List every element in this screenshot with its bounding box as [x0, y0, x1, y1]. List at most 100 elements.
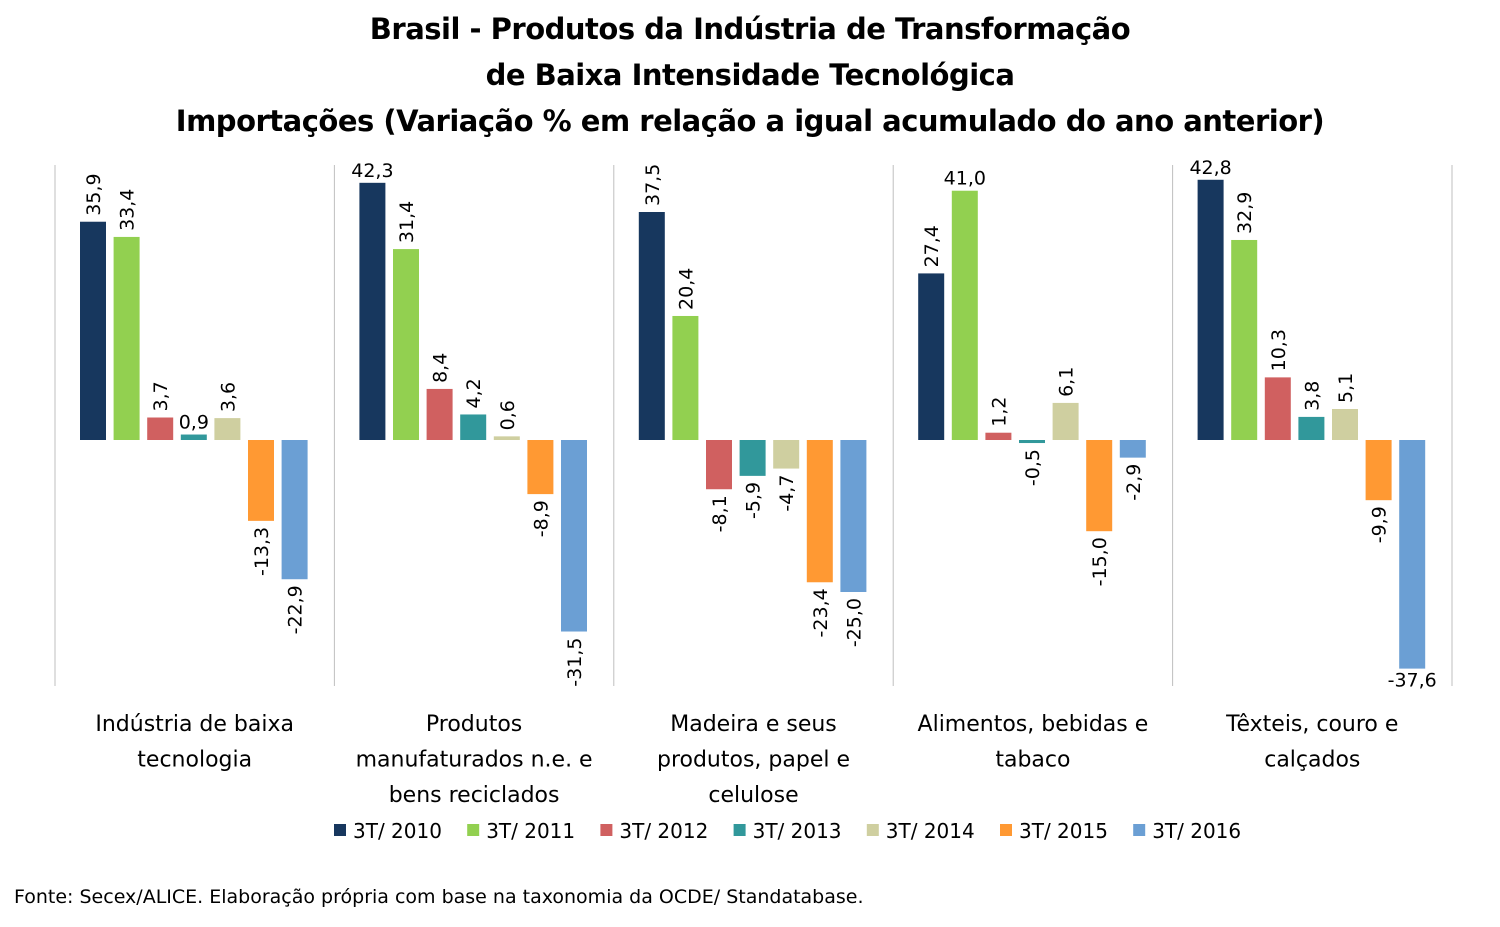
category-label: bens reciclados: [389, 783, 560, 808]
bar-1-5: [1197, 179, 1224, 440]
data-label: 4,2: [463, 378, 485, 408]
data-label: 32,9: [1234, 192, 1256, 234]
data-label: -22,9: [285, 585, 307, 634]
data-label: -5,9: [743, 482, 765, 519]
bar-1-2: [359, 182, 386, 441]
bar-5-1: [214, 418, 241, 440]
data-label: 42,3: [351, 160, 393, 182]
data-label: 33,4: [117, 189, 139, 231]
data-label: -15,0: [1089, 537, 1111, 586]
chart-title-line-1: Brasil - Produtos da Indústria de Transf…: [369, 12, 1131, 46]
bar-4-1: [180, 434, 207, 440]
bar-3-3: [706, 440, 732, 490]
data-label: -13,3: [251, 527, 273, 576]
legend-swatch: [600, 824, 613, 836]
data-label: -2,9: [1123, 464, 1145, 501]
data-label: 5,1: [1335, 373, 1357, 403]
bar-2-5: [1231, 239, 1258, 440]
chart-title-line-2: de Baixa Intensidade Tecnológica: [485, 58, 1015, 92]
bar-6-1: [248, 440, 274, 521]
category-label: celulose: [708, 783, 798, 808]
data-label: 37,5: [642, 164, 664, 206]
bar-6-3: [806, 440, 833, 583]
legend-entry: 3T/ 2013: [753, 819, 842, 843]
data-label: 10,3: [1268, 329, 1290, 371]
data-label: -0,5: [1022, 449, 1044, 486]
category-label: tecnologia: [137, 748, 252, 773]
legend-swatch: [334, 824, 346, 836]
bar-2-2: [393, 249, 419, 440]
data-label: 3,6: [217, 382, 239, 412]
category-label: manufaturados n.e. e: [356, 748, 593, 773]
bar-7-3: [840, 440, 867, 592]
legend-swatch: [467, 824, 480, 836]
bar-7-2: [561, 440, 587, 632]
bar-5-5: [1332, 408, 1358, 440]
bar-3-1: [147, 417, 174, 440]
bar-4-3: [739, 440, 766, 476]
data-label: -9,9: [1369, 506, 1391, 543]
data-label: 8,4: [430, 353, 452, 383]
chart-title-line-3: Importações (Variação % em relação a igu…: [175, 104, 1325, 138]
data-label: -31,5: [564, 638, 586, 687]
category-label: Indústria de baixa: [95, 712, 294, 737]
data-label: 20,4: [675, 268, 697, 310]
legend-entry: 3T/ 2014: [886, 819, 975, 843]
category-label: produtos, papel e: [657, 748, 850, 773]
bar-2-3: [672, 315, 699, 440]
bar-1-3: [638, 212, 665, 440]
data-label: 3,8: [1301, 381, 1323, 411]
data-label: 27,4: [921, 225, 943, 267]
bar-7-1: [281, 440, 308, 580]
bar-3-4: [985, 432, 1012, 440]
data-label: 42,8: [1189, 157, 1231, 179]
category-label: Madeira e seus: [670, 712, 837, 737]
category-label: Alimentos, bebidas e: [918, 712, 1149, 737]
legend-entry: 3T/ 2012: [619, 819, 708, 843]
chart-title: Brasil - Produtos da Indústria de Transf…: [0, 6, 1500, 144]
bar-2-1: [113, 236, 140, 440]
source-note: Fonte: Secex/ALICE. Elaboração própria c…: [14, 886, 864, 908]
data-label: 0,9: [179, 412, 209, 434]
data-label: -4,7: [776, 475, 798, 512]
data-label: 1,2: [988, 396, 1010, 426]
bar-6-5: [1365, 440, 1392, 501]
bar-4-5: [1298, 416, 1325, 440]
data-label: 3,7: [150, 381, 172, 411]
bar-2-4: [951, 190, 978, 440]
data-label: -25,0: [843, 598, 865, 647]
data-label: -8,1: [709, 495, 731, 532]
data-label: -8,9: [530, 500, 552, 537]
data-label: 0,6: [497, 400, 519, 430]
bar-4-4: [1019, 440, 1045, 444]
legend-swatch: [1133, 824, 1146, 836]
data-label: -23,4: [810, 588, 832, 637]
data-label: 41,0: [944, 168, 986, 190]
bar-5-3: [773, 440, 800, 469]
data-label: 31,4: [396, 201, 418, 243]
bar-3-5: [1264, 377, 1291, 440]
legend-entry: 3T/ 2015: [1019, 819, 1108, 843]
data-label: 6,1: [1056, 367, 1078, 397]
category-label: Têxteis, couro e: [1225, 712, 1398, 737]
bar-chart: 35,9 33,4 3,7 0,9 3,6 -13,3 -22,9 Indústria de …: [54, 157, 1453, 843]
legend-entry: 3T/ 2010: [353, 819, 442, 843]
data-label: 35,9: [83, 173, 105, 215]
category-label: Produtos: [426, 712, 522, 737]
bar-7-5: [1399, 440, 1426, 669]
bar-7-4: [1119, 440, 1146, 458]
bar-4-2: [460, 414, 487, 440]
data-label: -37,6: [1388, 670, 1437, 692]
bar-3-2: [426, 388, 453, 440]
bar-1-4: [918, 273, 945, 440]
legend-entry: 3T/ 2011: [486, 819, 575, 843]
bar-5-4: [1052, 402, 1079, 440]
legend-swatch: [866, 824, 879, 836]
legend-entry: 3T/ 2016: [1152, 819, 1241, 843]
legend-swatch: [1000, 824, 1012, 836]
category-label: calçados: [1264, 748, 1360, 773]
bar-6-4: [1086, 440, 1113, 532]
bar-1-1: [80, 221, 106, 440]
bar-5-2: [493, 436, 520, 440]
bar-6-2: [527, 440, 554, 495]
